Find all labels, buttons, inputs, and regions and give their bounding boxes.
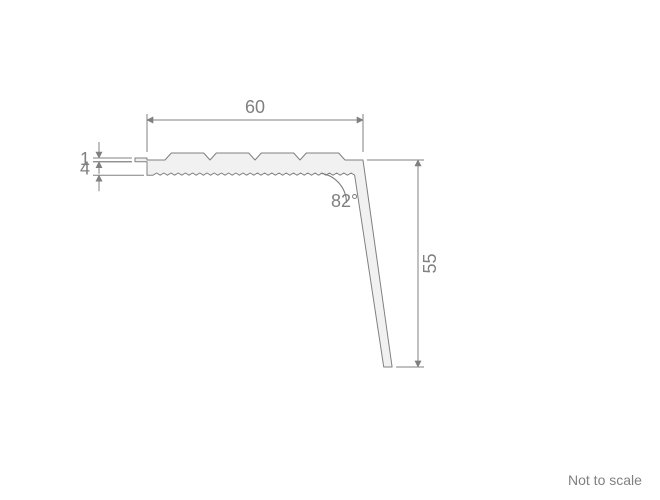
profile-outline — [135, 153, 392, 367]
dim-text-width: 60 — [245, 97, 265, 117]
dim-text-angle: 82° — [331, 191, 358, 211]
not-to-scale-note: Not to scale — [568, 472, 642, 488]
dim-text-lip: 4 — [80, 159, 90, 179]
dim-text-riser: 55 — [420, 253, 440, 273]
